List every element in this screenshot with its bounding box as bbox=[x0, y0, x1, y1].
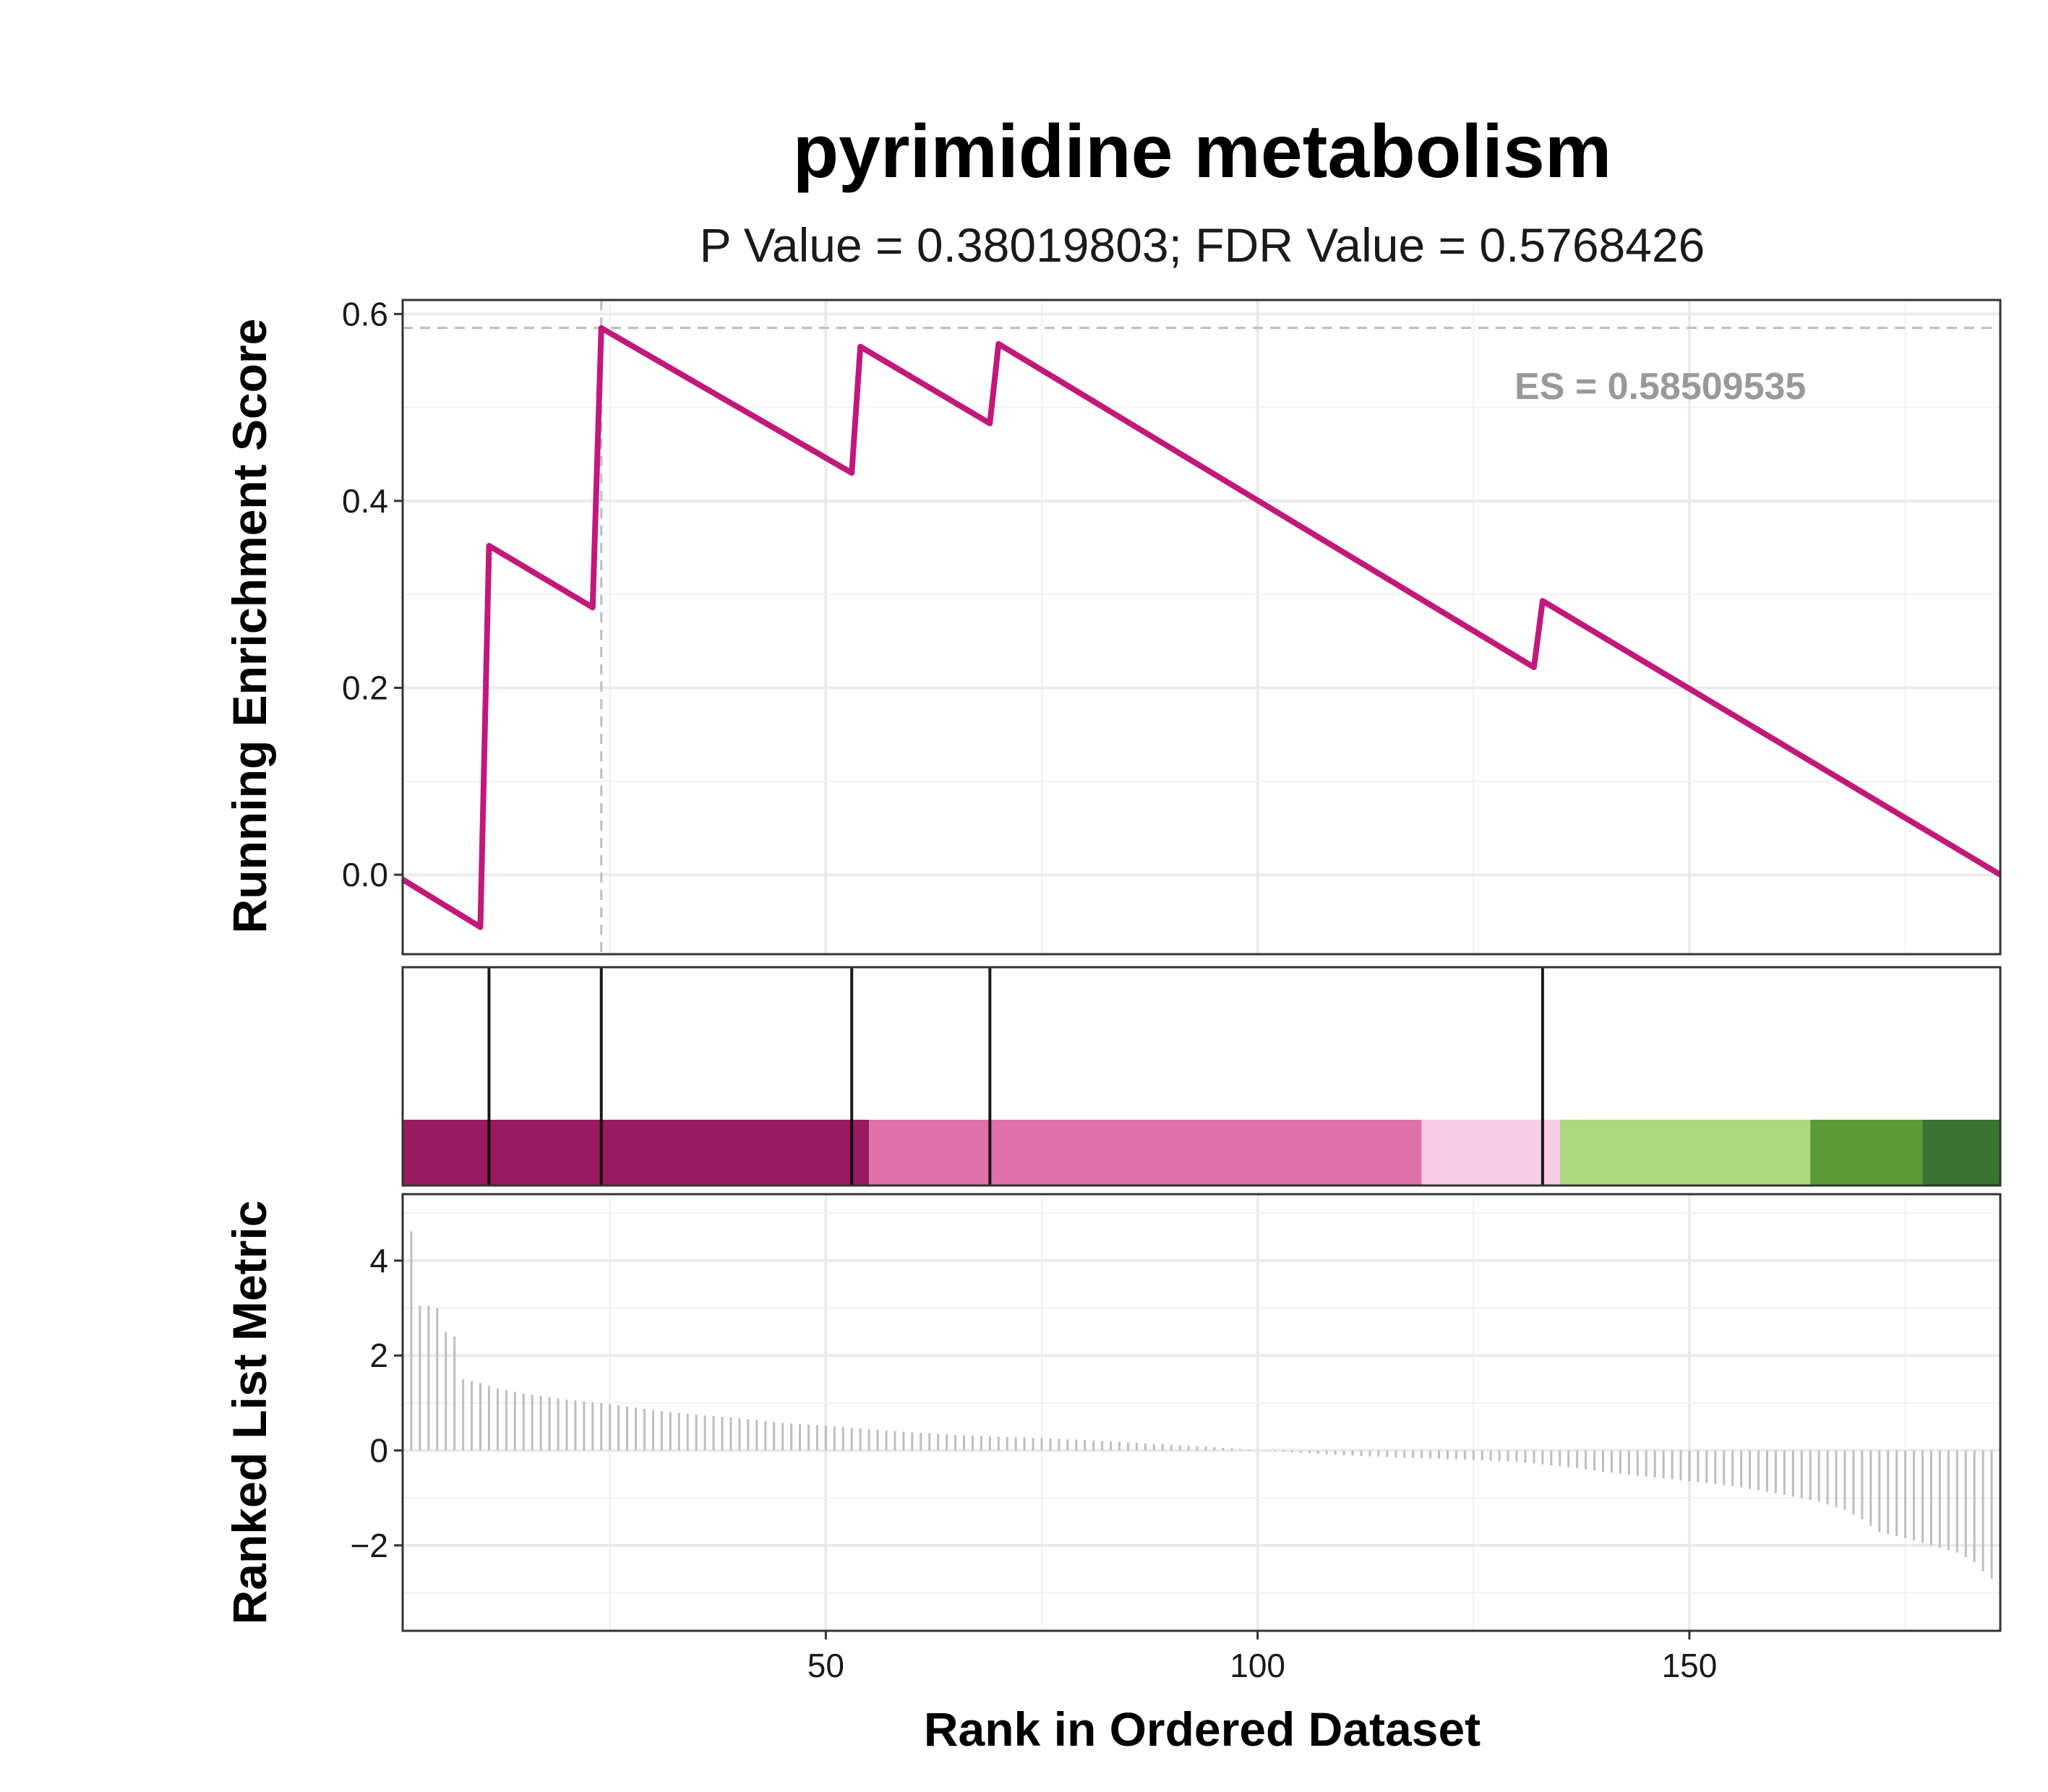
gene-hits-panel bbox=[401, 966, 2002, 1187]
color-band bbox=[1421, 1120, 1560, 1186]
color-band bbox=[403, 1120, 870, 1186]
es-y-axis: 0.0 0.2 0.4 0.6 bbox=[342, 295, 403, 893]
y-tick-label: 0.2 bbox=[342, 669, 388, 707]
y-tick-label: 4 bbox=[369, 1242, 388, 1279]
metric-panel-border bbox=[401, 1193, 2002, 1632]
ranked-metric-bars bbox=[401, 1215, 2002, 1586]
y-tick-label: 0.6 bbox=[342, 295, 388, 333]
color-band bbox=[1559, 1120, 1811, 1186]
metric-gridlines bbox=[403, 1194, 2000, 1631]
y-tick-label: −2 bbox=[351, 1527, 388, 1564]
metric-y-axis-label: Ranked List Metric bbox=[223, 1201, 276, 1625]
x-tick-label: 150 bbox=[1662, 1647, 1718, 1684]
es-y-axis-label: Running Enrichment Score bbox=[223, 319, 276, 934]
ranked-list-metric-panel: −2 0 2 4 50 100 150 bbox=[351, 1193, 2002, 1684]
x-tick-label: 100 bbox=[1230, 1647, 1285, 1684]
es-gridlines bbox=[403, 300, 2000, 954]
running-es-line bbox=[400, 325, 2002, 930]
y-tick-label: 0.4 bbox=[342, 482, 388, 520]
x-axis-label: Rank in Ordered Dataset bbox=[924, 1702, 1481, 1756]
metric-y-axis: −2 0 2 4 bbox=[351, 1242, 403, 1564]
metric-panel-background bbox=[403, 1194, 2000, 1631]
x-tick-label: 50 bbox=[807, 1647, 844, 1684]
y-tick-label: 0.0 bbox=[342, 856, 388, 893]
x-axis: 50 100 150 bbox=[807, 1631, 1718, 1684]
hits-panel-border bbox=[401, 966, 2002, 1187]
gene-hit-lines bbox=[487, 967, 1544, 1186]
rank-color-bar bbox=[403, 1120, 2000, 1186]
color-band bbox=[1810, 1120, 1923, 1186]
running-enrichment-score-panel: ES = 0.58509535 0.0 0.2 0.4 0.6 bbox=[342, 295, 2002, 956]
chart-subtitle: P Value = 0.38019803; FDR Value = 0.5768… bbox=[700, 218, 1705, 272]
es-panel-border bbox=[401, 299, 2002, 956]
y-tick-label: 2 bbox=[369, 1337, 388, 1374]
es-panel-background bbox=[403, 300, 2000, 954]
color-band bbox=[869, 1120, 1422, 1186]
color-band bbox=[1922, 1120, 2000, 1186]
es-value-label: ES = 0.58509535 bbox=[1514, 366, 1806, 408]
y-tick-label: 0 bbox=[369, 1432, 388, 1470]
chart-title: pyrimidine metabolism bbox=[793, 110, 1612, 194]
